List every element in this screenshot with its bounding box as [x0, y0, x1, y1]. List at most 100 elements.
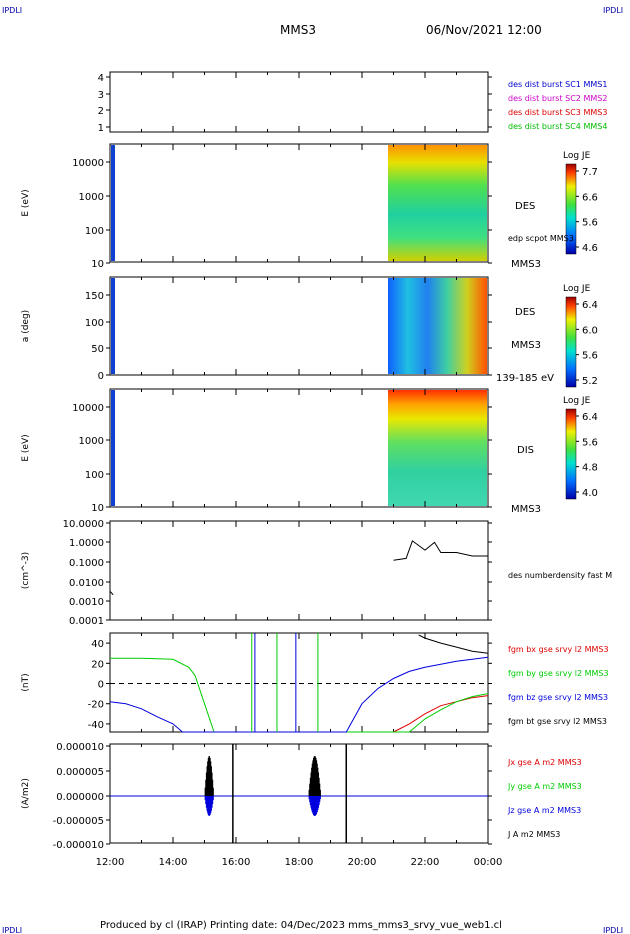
instrument-label: DES — [515, 307, 535, 318]
series-label: edp scpot MMS3 — [508, 234, 574, 243]
legend-entry: des dist burst SC3 MMS3 — [508, 108, 607, 117]
ytick-label: 1 — [98, 123, 104, 134]
ytick-label: 10000 — [72, 158, 104, 169]
colorbar — [565, 408, 577, 500]
ytick-label: 0.000000 — [56, 792, 104, 803]
legend-entry: fgm by gse srvy l2 MMS3 — [508, 669, 609, 678]
spacecraft-title: MMS3 — [280, 23, 316, 37]
legend-entry: Jy gse A m2 MMS3 — [507, 782, 582, 791]
colorbar — [565, 163, 577, 255]
ytick-label: 10 — [91, 503, 104, 514]
ytick-label: 0 — [98, 680, 104, 691]
y-axis-label: E (eV) — [21, 189, 31, 216]
ytick-label: -40 — [88, 720, 104, 731]
colorbar-tick-label: 5.6 — [582, 351, 598, 362]
instrument-label: DES — [515, 201, 535, 212]
colorbar-title: Log JE — [563, 284, 591, 294]
colorbar-title: Log JE — [563, 396, 591, 406]
legend-entry: des dist burst SC2 MMS2 — [508, 94, 607, 103]
xtick-label: 00:00 — [474, 857, 503, 868]
ytick-label: 100 — [85, 226, 104, 237]
ytick-label: 3 — [98, 90, 104, 101]
colorbar-tick-label: 7.7 — [582, 167, 598, 178]
y-axis-label: a (deg) — [21, 310, 31, 342]
fgm-series-line — [393, 695, 489, 733]
ytick-label: 0 — [98, 371, 104, 382]
ytick-label: 20 — [91, 659, 104, 670]
legend-entry: des dist burst SC4 MMS4 — [508, 122, 607, 131]
ytick-label: 10000 — [72, 403, 104, 414]
colorbar-tick-label: 6.4 — [582, 412, 598, 423]
ytick-label: 0.0100 — [69, 578, 104, 589]
colorbar — [565, 296, 577, 388]
spacecraft-label: MMS3 — [511, 340, 541, 351]
y-axis-label: (A/m2) — [21, 778, 31, 809]
xtick-label: 12:00 — [96, 857, 125, 868]
des-energy-spectrogram — [388, 145, 487, 261]
xtick-label: 18:00 — [285, 857, 314, 868]
corner-label: IPDLI — [603, 6, 623, 15]
ytick-label: 10 — [91, 259, 104, 270]
ytick-label: 50 — [91, 344, 104, 355]
corner-label: IPDLI — [2, 926, 22, 934]
ytick-label: 1000 — [79, 192, 104, 203]
fgm-series-line — [109, 656, 489, 733]
dis-energy-spectrogram-edge — [111, 390, 115, 506]
legend-entry: fgm bt gse srvy l2 MMS3 — [508, 717, 607, 726]
colorbar-tick-label: 6.4 — [582, 300, 598, 311]
instrument-label: DIS — [517, 445, 534, 456]
panel-fgm — [109, 632, 489, 733]
des-pitch-spectrogram — [388, 278, 487, 374]
ytick-label: -0.000005 — [53, 816, 104, 827]
colorbar-tick-label: 6.0 — [582, 325, 598, 336]
colorbar-tick-label: 4.0 — [582, 488, 598, 499]
footer-credit: Produced by cl (IRAP) Printing date: 04/… — [100, 920, 502, 931]
density-trace-early — [109, 591, 114, 596]
ytick-label: -0.000010 — [53, 840, 104, 851]
ytick-label: 1000 — [79, 436, 104, 447]
colorbar-tick-label: 5.2 — [582, 376, 598, 387]
density-trace — [393, 540, 488, 561]
ytick-label: 0.0001 — [69, 616, 104, 627]
energy-range-label: 139-185 eV — [496, 373, 554, 384]
y-axis-label: (cm^-3) — [21, 552, 31, 589]
ytick-label: 100 — [85, 318, 104, 329]
y-axis-label: E (eV) — [21, 434, 31, 461]
ytick-label: 100 — [85, 470, 104, 481]
ytick-label: 0.000010 — [56, 742, 104, 753]
ytick-label: 4 — [98, 73, 104, 84]
ytick-label: 0.000005 — [56, 767, 104, 778]
date-title: 06/Nov/2021 12:00 — [426, 23, 542, 37]
corner-label: IPDLI — [603, 926, 623, 934]
ytick-label: 40 — [91, 639, 104, 650]
dis-energy-spectrogram — [388, 390, 487, 506]
fgm-series-line — [418, 634, 489, 654]
y-axis-label: (nT) — [21, 673, 31, 691]
colorbar-tick-label: 5.6 — [582, 218, 598, 229]
colorbar-tick-label: 4.8 — [582, 463, 598, 474]
panel-current — [109, 743, 489, 844]
legend-entry: Jz gse A m2 MMS3 — [507, 806, 581, 815]
xtick-label: 22:00 — [411, 857, 440, 868]
spacecraft-label: MMS3 — [511, 504, 541, 515]
colorbar-tick-label: 5.6 — [582, 437, 598, 448]
ytick-label: 0.1000 — [69, 558, 104, 569]
legend-entry: des dist burst SC1 MMS1 — [508, 80, 607, 89]
spacecraft-label: MMS3 — [511, 259, 541, 270]
ytick-label: 150 — [85, 291, 104, 302]
des-pitch-spectrogram-edge — [111, 278, 115, 374]
ytick-label: 1.0000 — [69, 538, 104, 549]
legend-entry: des numberdensity fast M — [508, 571, 612, 580]
legend-entry: Jx gse A m2 MMS3 — [507, 758, 582, 767]
xtick-label: 20:00 — [348, 857, 377, 868]
panel-density — [109, 520, 489, 621]
colorbar-tick-label: 4.6 — [582, 243, 598, 254]
colorbar-tick-label: 6.6 — [582, 192, 598, 203]
legend-entry: fgm bx gse srvy l2 MMS3 — [508, 645, 609, 654]
xtick-label: 16:00 — [222, 857, 251, 868]
ytick-label: -20 — [88, 700, 104, 711]
legend-entry: fgm bz gse srvy l2 MMS3 — [508, 693, 608, 702]
legend-entry: J A m2 MMS3 — [507, 830, 560, 839]
ytick-label: 0.0010 — [69, 597, 104, 608]
